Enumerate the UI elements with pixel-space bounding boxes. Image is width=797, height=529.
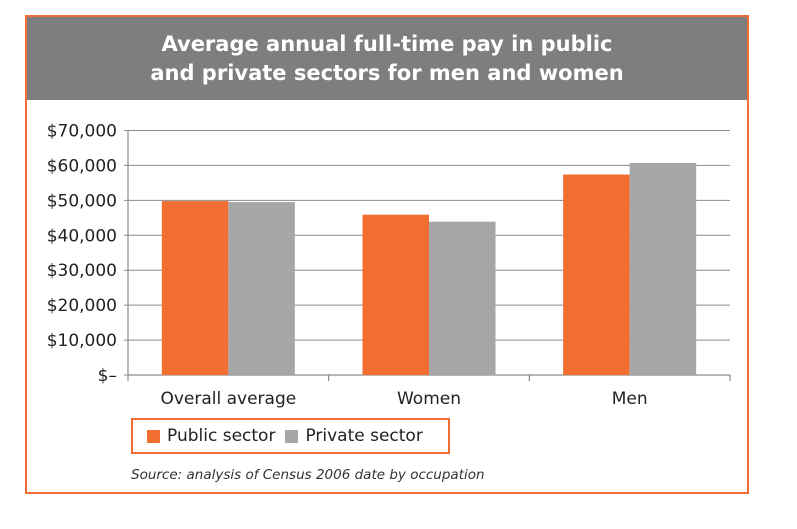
y-tick-label: $10,000 xyxy=(47,331,117,351)
x-tick-label: Men xyxy=(612,389,648,409)
y-tick-label: $60,000 xyxy=(47,156,117,176)
bar-public xyxy=(161,201,229,375)
x-tick-label: Women xyxy=(397,389,461,409)
bar-public xyxy=(362,214,429,375)
chart-title: Average annual full-time pay in public a… xyxy=(27,17,747,100)
bar-public xyxy=(563,174,630,375)
legend: Public sector Private sector xyxy=(131,418,450,454)
bar-private xyxy=(429,221,496,375)
bar-private xyxy=(629,162,697,375)
y-tick-label: $70,000 xyxy=(47,122,117,142)
y-tick-label: $30,000 xyxy=(47,261,117,281)
title-line-1: Average annual full-time pay in public xyxy=(161,31,613,56)
legend-item-public: Public sector xyxy=(147,426,275,446)
legend-label-private: Private sector xyxy=(305,426,423,446)
y-tick-label: $– xyxy=(98,366,117,386)
y-tick-label: $20,000 xyxy=(47,296,117,316)
title-line-2: and private sectors for men and women xyxy=(150,60,624,85)
y-tick-label: $50,000 xyxy=(47,191,117,211)
legend-swatch-public xyxy=(147,429,160,443)
chart-frame: Average annual full-time pay in public a… xyxy=(25,15,749,494)
source-note: Source: analysis of Census 2006 date by … xyxy=(131,467,485,483)
bar-private xyxy=(228,202,295,375)
legend-item-private: Private sector xyxy=(285,426,423,446)
y-tick-label: $40,000 xyxy=(47,226,117,246)
x-tick-label: Overall average xyxy=(160,389,296,409)
legend-label-public: Public sector xyxy=(167,426,276,446)
legend-swatch-private xyxy=(285,429,299,443)
